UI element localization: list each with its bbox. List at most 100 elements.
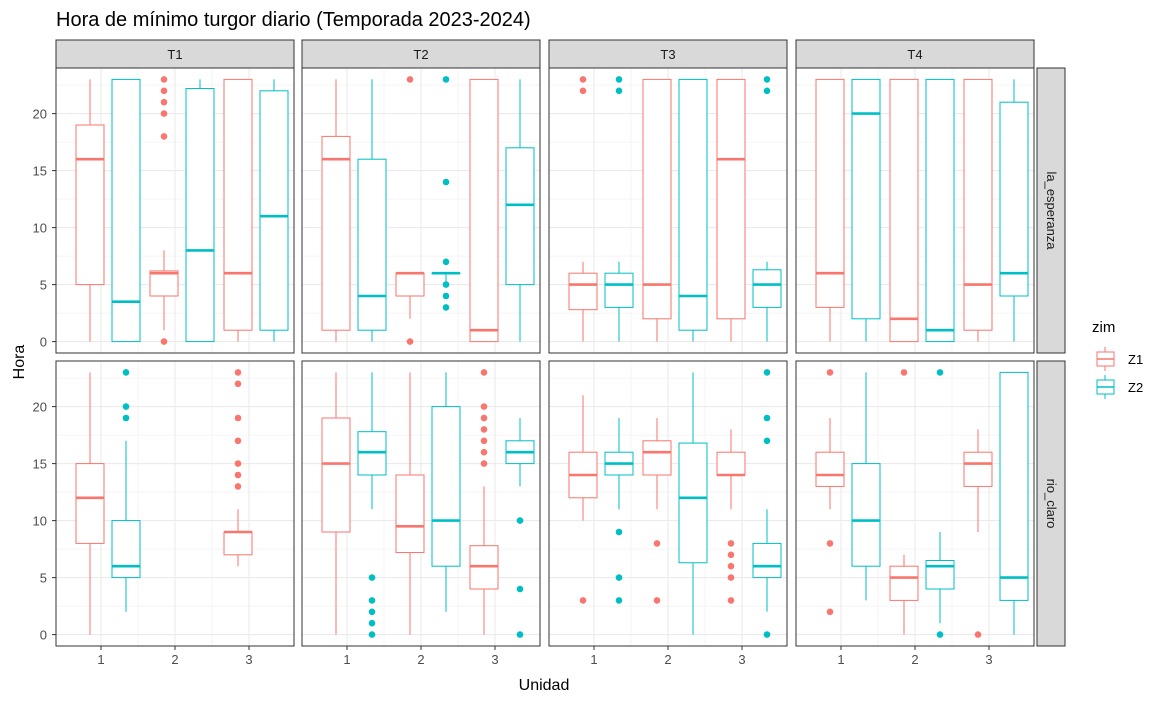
outlier-point bbox=[442, 178, 450, 186]
y-tick-label: 15 bbox=[33, 457, 47, 472]
box-Z1-unidad-3 bbox=[223, 369, 253, 567]
outlier-point bbox=[234, 460, 242, 467]
facet-strip-T3 bbox=[548, 39, 788, 69]
outlier-point bbox=[763, 414, 771, 422]
facet-strip-label-T3: T3 bbox=[660, 47, 675, 62]
box-Z2-unidad-1 bbox=[111, 369, 141, 612]
box-Z2-unidad-1 bbox=[604, 76, 634, 342]
outlier-point bbox=[160, 338, 168, 345]
y-tick-label: 15 bbox=[33, 164, 47, 179]
box-Z2-unidad-3 bbox=[505, 79, 535, 342]
outlier-point bbox=[442, 281, 450, 288]
box-Z1-unidad-3 bbox=[716, 78, 746, 342]
x-tick-label: 2 bbox=[171, 652, 178, 667]
box-iqr bbox=[111, 520, 141, 579]
box-iqr bbox=[752, 542, 782, 579]
facet-strip-label-T1: T1 bbox=[167, 47, 182, 62]
chart-title: Hora de mínimo turgor diario (Temporada … bbox=[56, 9, 531, 31]
x-tick-label: 3 bbox=[985, 652, 992, 667]
outlier-point bbox=[480, 460, 488, 467]
y-tick-label: 5 bbox=[40, 278, 47, 293]
facet-strip-T2 bbox=[301, 39, 541, 69]
outlier-point bbox=[615, 87, 623, 95]
outlier-point bbox=[234, 369, 242, 376]
box-Z1-unidad-1 bbox=[568, 395, 598, 604]
facet-row-strip-rio_claro bbox=[1036, 360, 1066, 647]
y-tick-label: 0 bbox=[40, 335, 47, 350]
outlier-point bbox=[727, 540, 735, 547]
outlier-point bbox=[516, 631, 524, 638]
box-iqr bbox=[321, 135, 351, 331]
outlier-point bbox=[516, 517, 524, 524]
outlier-point bbox=[368, 597, 376, 604]
outlier-point bbox=[763, 76, 771, 83]
box-Z1-unidad-3 bbox=[963, 429, 993, 638]
outlier-point bbox=[579, 87, 587, 95]
box-Z1-unidad-1 bbox=[321, 79, 351, 342]
legend: zim Z1 Z2 bbox=[1092, 319, 1143, 400]
box-Z1-unidad-2 bbox=[642, 78, 672, 342]
box-Z2-unidad-2 bbox=[678, 78, 708, 342]
facet-row-strip-label-rio_claro: rio_claro bbox=[1044, 479, 1059, 529]
facet-row-strip-la_esperanza bbox=[1036, 67, 1066, 354]
legend-key-Z1 bbox=[1092, 346, 1118, 372]
outlier-point bbox=[368, 631, 376, 638]
outlier-point bbox=[480, 437, 488, 445]
facet-strip-label-T2: T2 bbox=[413, 47, 428, 62]
panel-border bbox=[55, 67, 295, 354]
x-tick-label: 1 bbox=[97, 652, 104, 667]
outlier-point bbox=[579, 597, 587, 604]
legend-label-Z1: Z1 bbox=[1128, 352, 1143, 367]
box-iqr bbox=[815, 451, 845, 487]
outlier-point bbox=[160, 110, 168, 117]
facet-strip-T1 bbox=[55, 39, 295, 69]
outlier-point bbox=[122, 403, 130, 410]
box-iqr bbox=[469, 78, 499, 343]
box-Z2-unidad-3 bbox=[752, 369, 782, 638]
y-tick-label: 20 bbox=[33, 400, 47, 415]
panels-layer: T1 T2 T3 T4 la_esperanza rio_claro 0 5 10 15 20 0 5 1… bbox=[33, 39, 1066, 667]
outlier-point bbox=[974, 631, 982, 638]
x-tick-label: 3 bbox=[491, 652, 498, 667]
box-Z2-unidad-3 bbox=[259, 79, 289, 342]
outlier-point bbox=[234, 437, 242, 445]
box-Z1-unidad-2 bbox=[889, 78, 919, 343]
box-iqr bbox=[568, 272, 598, 311]
box-Z1-unidad-2 bbox=[642, 418, 672, 604]
outlier-point bbox=[480, 369, 488, 376]
outlier-point bbox=[826, 608, 834, 616]
outlier-point bbox=[579, 76, 587, 83]
outlier-point bbox=[763, 631, 771, 638]
y-tick-label: 5 bbox=[40, 571, 47, 586]
outlier-point bbox=[368, 608, 376, 616]
outlier-point bbox=[480, 448, 488, 456]
box-iqr bbox=[223, 531, 253, 556]
box-Z2-unidad-2 bbox=[185, 79, 215, 343]
box-Z1-unidad-3 bbox=[469, 78, 499, 343]
outlier-point bbox=[763, 87, 771, 95]
box-Z1-unidad-3 bbox=[716, 429, 746, 604]
box-iqr bbox=[75, 463, 105, 544]
box-iqr bbox=[111, 78, 141, 343]
box-iqr bbox=[321, 417, 351, 533]
box-iqr bbox=[604, 272, 634, 308]
x-tick-label: 3 bbox=[738, 652, 745, 667]
box-Z1-unidad-3 bbox=[469, 369, 499, 635]
outlier-point bbox=[122, 414, 130, 422]
outlier-point bbox=[442, 76, 450, 83]
box-iqr bbox=[851, 463, 881, 567]
box-Z1-unidad-3 bbox=[223, 78, 253, 342]
box-Z1-unidad-1 bbox=[75, 372, 105, 635]
outlier-point bbox=[234, 483, 242, 490]
box-Z2-unidad-1 bbox=[111, 78, 141, 343]
panel-border bbox=[548, 67, 788, 354]
y-tick-label: 0 bbox=[40, 628, 47, 643]
outlier-point bbox=[615, 76, 623, 83]
outlier-point bbox=[234, 380, 242, 388]
outlier-point bbox=[653, 597, 661, 604]
box-Z2-unidad-3 bbox=[505, 418, 535, 638]
outlier-point bbox=[653, 540, 661, 547]
x-tick-label: 2 bbox=[417, 652, 424, 667]
